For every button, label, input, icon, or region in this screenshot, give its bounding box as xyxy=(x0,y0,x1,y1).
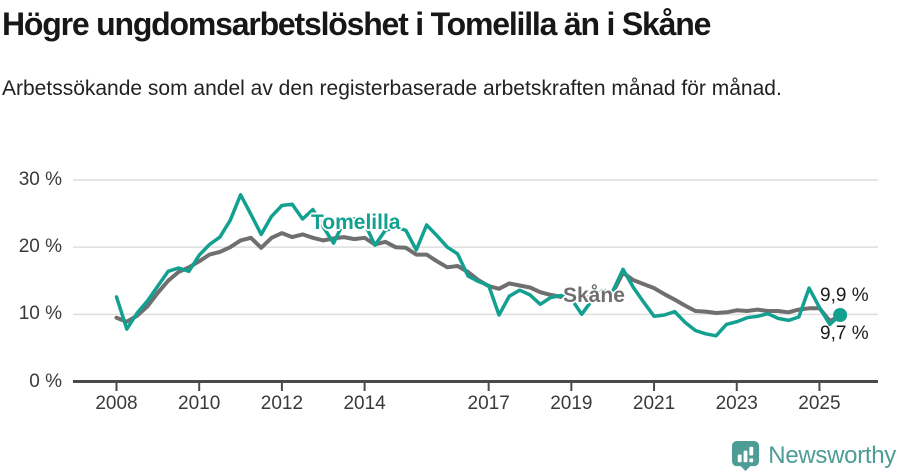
x-tick-label: 2008 xyxy=(95,393,138,414)
chart-subtitle: Arbetssökande som andel av den registerb… xyxy=(2,77,782,100)
end-point-dot xyxy=(833,308,848,323)
newsworthy-logo-icon xyxy=(732,441,760,471)
y-tick-label: 0 % xyxy=(29,370,62,392)
end-value-label-skane: 9,7 % xyxy=(820,323,869,344)
newsworthy-brand-name: Newsworthy xyxy=(768,441,896,469)
page-title: Högre ungdomsarbetslöshet i Tomelilla än… xyxy=(2,6,711,42)
x-tick-label: 2021 xyxy=(632,393,676,414)
x-tick-label: 2010 xyxy=(178,393,221,414)
x-tick-label: 2014 xyxy=(343,393,386,414)
x-tick-label: 2019 xyxy=(550,393,593,414)
y-tick-label: 20 % xyxy=(18,236,62,258)
series-line-skne xyxy=(114,231,843,324)
x-tick-label: 2017 xyxy=(467,393,510,414)
series-label-skane: Skåne xyxy=(563,284,625,307)
y-tick-label: 30 % xyxy=(18,168,62,190)
bar-chart-icon xyxy=(738,454,742,463)
x-tick-label: 2012 xyxy=(260,393,304,414)
series-line-tomelilla xyxy=(114,193,842,338)
series-label-tomelilla: Tomelilla xyxy=(311,211,401,234)
y-tick-label: 10 % xyxy=(18,303,62,325)
newsworthy-branding: Newsworthy xyxy=(731,440,896,471)
x-tick-label: 2023 xyxy=(715,393,758,414)
end-value-label-tomelilla: 9,9 % xyxy=(820,285,869,306)
x-tick-label: 2025 xyxy=(798,393,841,414)
